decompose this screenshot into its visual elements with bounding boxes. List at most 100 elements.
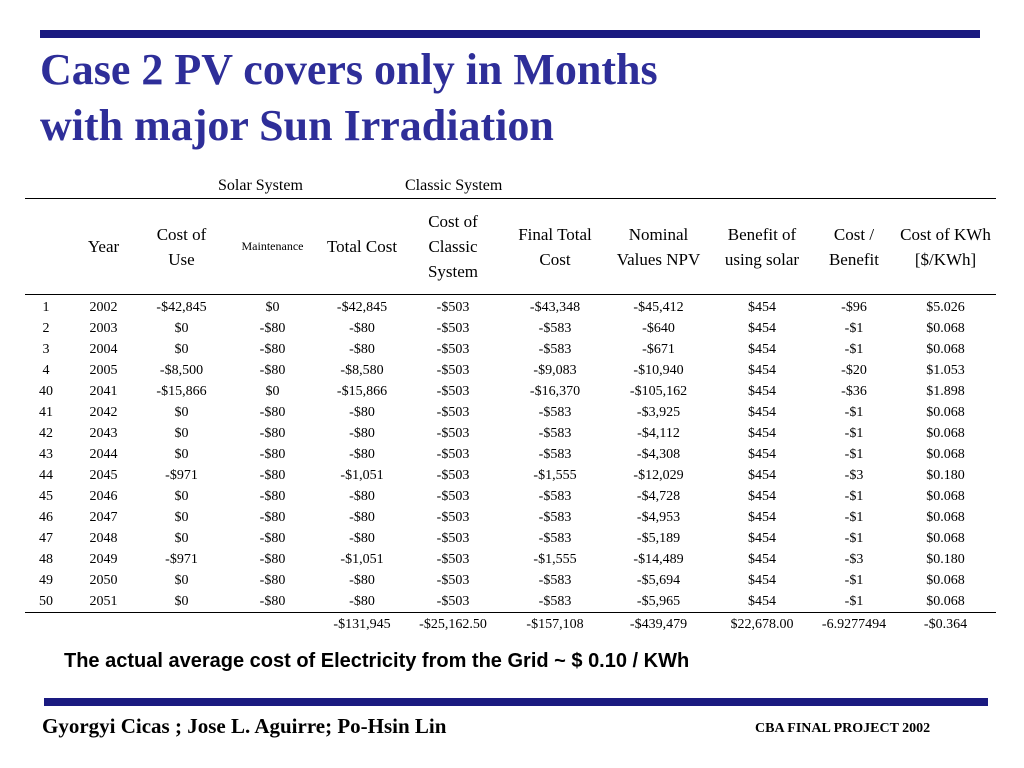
cell-cost-benefit: -$1 bbox=[844, 405, 864, 420]
title-line-1: Case 2 PV covers only in Months bbox=[40, 45, 658, 94]
total-benefit-of-using-solar: $22,678.00 bbox=[730, 616, 794, 632]
table-row: 43 2044 $0 -$80 -$80 -$503 -$583 -$4,308 $454 -$1… bbox=[25, 444, 996, 465]
cell-nominal-values-npv: -$12,029 bbox=[633, 468, 684, 483]
cell-row-number: 4 bbox=[42, 363, 50, 378]
cell-maintenance: -$80 bbox=[259, 426, 286, 441]
cell-cost-of-use: -$15,866 bbox=[156, 384, 207, 399]
total-year bbox=[67, 613, 140, 636]
cell-cost-of-classic-system: -$503 bbox=[436, 363, 470, 378]
cell-nominal-values-npv: -$4,728 bbox=[636, 489, 681, 504]
cell-cost-of-kwh: $0.068 bbox=[926, 447, 965, 462]
cell-cost-of-classic-system: -$503 bbox=[436, 405, 470, 420]
cell-row-number: 3 bbox=[42, 342, 50, 357]
table-row: 1 2002 -$42,845 $0 -$42,845 -$503 -$43,348 -$45… bbox=[25, 295, 996, 319]
cell-year: 2003 bbox=[89, 321, 118, 336]
cell-year: 2045 bbox=[89, 468, 118, 483]
cell-final-total-cost: -$583 bbox=[538, 447, 572, 462]
cell-cost-of-kwh: $1.898 bbox=[926, 384, 965, 399]
title-line-2: with major Sun Irradiation bbox=[40, 101, 554, 150]
table-row: 3 2004 $0 -$80 -$80 -$503 -$583 -$671 $454 -$1 $0.… bbox=[25, 339, 996, 360]
table-row: 50 2051 $0 -$80 -$80 -$503 -$583 -$5,965 $454 -$1… bbox=[25, 591, 996, 613]
cell-total-cost: -$80 bbox=[322, 591, 402, 613]
total-maintenance bbox=[223, 613, 322, 636]
cell-benefit-of-using-solar: $454 bbox=[748, 573, 776, 588]
table-header-row: Year Cost of Use Maintenance Total Cost Cost… bbox=[25, 198, 996, 295]
cell-cost-of-use: -$42,845 bbox=[156, 300, 207, 315]
cell-cost-benefit: -$1 bbox=[844, 489, 864, 504]
cell-row-number: 46 bbox=[39, 510, 53, 525]
cell-year: 2004 bbox=[89, 342, 118, 357]
cell-row-number: 40 bbox=[39, 384, 53, 399]
cell-cost-of-classic-system: -$503 bbox=[436, 552, 470, 567]
cell-cost-benefit: -$1 bbox=[844, 573, 864, 588]
cell-row-number: 44 bbox=[39, 468, 53, 483]
cell-cost-of-kwh: $0.068 bbox=[926, 342, 965, 357]
project-name: CBA FINAL PROJECT 2002 bbox=[755, 721, 931, 736]
totals-row: -$131,945 -$25,162.50 -$157,108 -$439,479 $2… bbox=[25, 613, 996, 636]
cell-row-number: 43 bbox=[39, 447, 53, 462]
cell-cost-benefit: -$36 bbox=[841, 384, 867, 399]
cell-cost-of-use: $0 bbox=[174, 489, 189, 504]
cell-cost-of-classic-system: -$503 bbox=[436, 342, 470, 357]
cell-year: 2047 bbox=[89, 510, 118, 525]
cost-benefit-table: Year Cost of Use Maintenance Total Cost Cost… bbox=[25, 198, 996, 635]
cell-benefit-of-using-solar: $454 bbox=[748, 321, 776, 336]
cell-nominal-values-npv: -$5,694 bbox=[636, 573, 681, 588]
cell-cost-of-kwh: $0.068 bbox=[926, 321, 965, 336]
cell-final-total-cost: -$1,555 bbox=[533, 468, 577, 483]
cell-total-cost: -$80 bbox=[349, 489, 375, 504]
cell-cost-of-classic-system: -$503 bbox=[436, 573, 470, 588]
cell-cost-of-classic-system: -$503 bbox=[436, 489, 470, 504]
cell-cost-benefit: -$1 bbox=[844, 321, 864, 336]
cell-benefit-of-using-solar: $454 bbox=[748, 363, 776, 378]
cell-benefit-of-using-solar: $454 bbox=[748, 552, 776, 567]
total-nominal-values-npv: -$439,479 bbox=[629, 616, 688, 632]
cell-cost-of-use: -$971 bbox=[165, 468, 198, 483]
header-year: Year bbox=[67, 198, 140, 295]
cell-row-number: 45 bbox=[39, 489, 53, 504]
table-row: 41 2042 $0 -$80 -$80 -$503 -$583 -$3,925 $454 -$1… bbox=[25, 402, 996, 423]
table-row: 45 2046 $0 -$80 -$80 -$503 -$583 -$4,728 $454 -$1… bbox=[25, 486, 996, 507]
cell-total-cost: -$1,051 bbox=[340, 468, 384, 483]
table-row: 4 2005 -$8,500 -$80 -$8,580 -$503 -$9,083 -$10,… bbox=[25, 360, 996, 381]
cell-year: 2002 bbox=[89, 300, 118, 315]
cell-cost-of-use: $0 bbox=[174, 321, 189, 336]
cell-cost-of-use: $0 bbox=[174, 573, 189, 588]
header-cost-of-classic-system: Cost of Classic System bbox=[402, 198, 504, 295]
cell-cost-benefit: -$1 bbox=[813, 591, 895, 613]
grid-cost-note: The actual average cost of Electricity f… bbox=[64, 650, 690, 672]
cell-cost-of-use: $0 bbox=[174, 510, 189, 525]
cell-cost-of-classic-system: -$503 bbox=[436, 384, 470, 399]
cell-final-total-cost: -$583 bbox=[538, 426, 572, 441]
cell-benefit-of-using-solar: $454 bbox=[748, 489, 776, 504]
cell-benefit-of-using-solar: $454 bbox=[748, 468, 776, 483]
cell-total-cost: -$80 bbox=[349, 573, 375, 588]
cell-year: 2042 bbox=[89, 405, 118, 420]
cell-benefit-of-using-solar: $454 bbox=[748, 384, 776, 399]
total-final-total-cost: -$157,108 bbox=[526, 616, 584, 632]
cell-cost-benefit: -$1 bbox=[844, 531, 864, 546]
cell-cost-of-kwh: $0.068 bbox=[926, 426, 965, 441]
cell-total-cost: -$80 bbox=[349, 321, 375, 336]
cell-final-total-cost: -$9,083 bbox=[533, 363, 577, 378]
header-maintenance: Maintenance bbox=[223, 198, 322, 295]
cell-cost-benefit: -$96 bbox=[841, 300, 867, 315]
cell-final-total-cost: -$583 bbox=[538, 573, 572, 588]
cell-maintenance: -$80 bbox=[259, 342, 286, 357]
total-cost-benefit: -6.9277494 bbox=[821, 616, 887, 632]
cell-year: 2050 bbox=[89, 573, 118, 588]
cell-row-number: 48 bbox=[39, 552, 53, 567]
cell-total-cost: -$80 bbox=[349, 531, 375, 546]
cell-year: 2046 bbox=[89, 489, 118, 504]
cell-total-cost: -$80 bbox=[349, 447, 375, 462]
cell-final-total-cost: -$583 bbox=[538, 489, 572, 504]
cell-total-cost: -$80 bbox=[349, 405, 375, 420]
total-cost-of-kwh: -$0.364 bbox=[923, 616, 968, 632]
cell-cost-of-kwh: $1.053 bbox=[926, 363, 965, 378]
cell-cost-benefit: -$3 bbox=[844, 468, 864, 483]
header-cost-benefit: Cost / Benefit bbox=[813, 198, 895, 295]
cell-nominal-values-npv: -$5,189 bbox=[636, 531, 681, 546]
table-row: 48 2049 -$971 -$80 -$1,051 -$503 -$1,555 -$14,4… bbox=[25, 549, 996, 570]
cell-final-total-cost: -$583 bbox=[538, 321, 572, 336]
cell-cost-of-use: $0 bbox=[140, 591, 223, 613]
